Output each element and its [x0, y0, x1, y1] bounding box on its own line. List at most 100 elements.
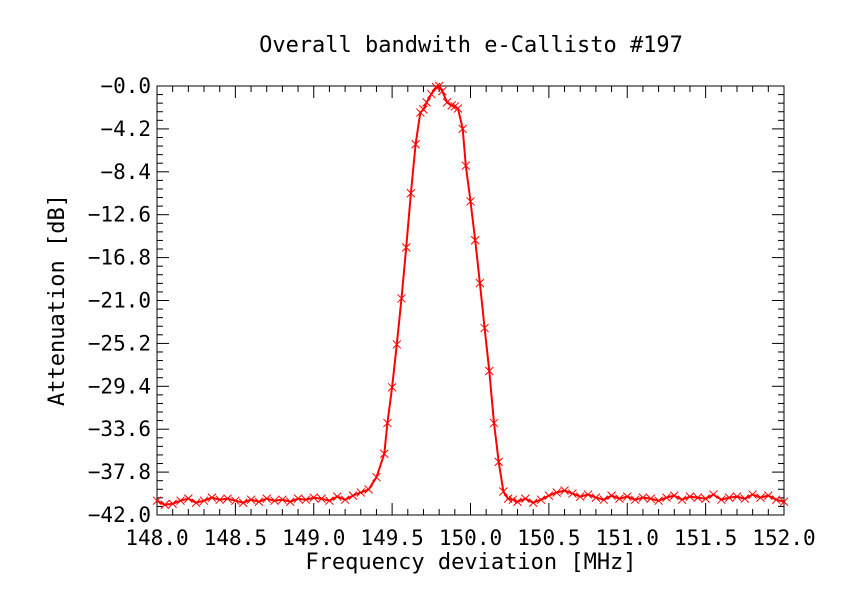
data-point [183, 494, 193, 504]
data-point [568, 489, 577, 498]
data-point [238, 498, 248, 508]
axis-ticks [156, 85, 785, 516]
data-point [397, 294, 406, 303]
x-tick-label: 149.5 [361, 526, 424, 550]
data-point [662, 493, 671, 502]
data-point [191, 498, 201, 508]
y-tick-labels: −0.0 −4.2 −8.4 −12.6 −16.8 −21.0 −25.2 −29.4 −33… [88, 74, 151, 527]
x-tick-label: 148.0 [125, 526, 188, 550]
data-point [583, 490, 593, 499]
data-point [215, 495, 225, 505]
data-point [383, 418, 392, 428]
data-point [494, 457, 504, 467]
data-point [763, 491, 773, 500]
data-point [379, 449, 389, 459]
data-point [301, 495, 311, 505]
data-point [484, 366, 494, 376]
data-point [560, 486, 569, 495]
x-tick-label: 149.0 [282, 526, 345, 550]
data-point [607, 491, 616, 500]
x-axis-label: Frequency deviation [MHz] [305, 550, 636, 575]
data-point [246, 495, 256, 505]
data-point [591, 493, 601, 502]
data-point [199, 496, 209, 506]
data-point [372, 472, 381, 482]
data-point [447, 101, 457, 110]
data-point [748, 490, 758, 499]
data-point [499, 487, 508, 496]
y-axis-label: Attenuation [dB] [45, 194, 70, 406]
x-tick-label: 150.0 [439, 526, 502, 550]
data-point [646, 494, 656, 504]
data-point [779, 497, 789, 507]
data-point [223, 494, 232, 504]
x-tick-label: 151.0 [596, 526, 659, 550]
data-point [270, 496, 279, 506]
data-point [701, 494, 710, 504]
data-point [325, 496, 334, 506]
data-point [771, 495, 781, 505]
y-tick-label: −37.8 [88, 460, 151, 484]
y-tick-label: −29.4 [88, 374, 151, 398]
data-point [470, 235, 480, 245]
data-point [630, 495, 640, 505]
data-point [685, 492, 695, 501]
data-point [262, 494, 272, 504]
y-tick-label: −16.8 [88, 246, 151, 270]
data-point [434, 81, 444, 91]
data-point [426, 89, 436, 99]
x-tick-label: 150.5 [517, 526, 580, 550]
data-point [340, 495, 350, 505]
data-point [461, 161, 471, 171]
data-point [654, 496, 663, 506]
data-point [364, 485, 373, 494]
data-point [348, 491, 358, 500]
data-point [442, 97, 452, 107]
series-group [152, 81, 789, 510]
data-point [332, 492, 342, 501]
data-point [387, 382, 397, 392]
data-point [231, 496, 240, 506]
data-point [285, 497, 295, 507]
chart-title: Overall bandwith e-Callisto #197 [259, 33, 683, 58]
data-point [732, 492, 742, 501]
data-point [152, 496, 162, 506]
data-point [309, 493, 319, 502]
data-point [160, 500, 170, 510]
data-point [480, 323, 489, 333]
data-point [599, 495, 609, 505]
data-point [552, 488, 562, 497]
data-point [401, 243, 411, 252]
data-point [544, 491, 554, 500]
y-tick-label: −33.6 [88, 417, 151, 441]
data-point [669, 491, 679, 500]
data-point [356, 488, 366, 497]
data-point [458, 124, 468, 134]
x-tick-labels: 148.0 148.5 149.0 149.5 150.0 150.5 151.0 151.5… [125, 526, 815, 550]
series-line [156, 84, 785, 506]
data-point [693, 493, 703, 502]
data-point [431, 82, 441, 92]
data-point [638, 493, 648, 502]
data-point [740, 494, 750, 504]
data-point [411, 139, 420, 149]
data-point [521, 494, 530, 504]
data-point [254, 497, 264, 507]
data-point [724, 493, 734, 502]
data-point [716, 495, 726, 505]
data-point [406, 188, 416, 198]
data-point [536, 495, 546, 505]
plot-frame [156, 85, 785, 516]
data-point [528, 498, 538, 508]
y-tick-label: −8.4 [100, 160, 151, 184]
x-tick-label: 148.5 [204, 526, 267, 550]
y-tick-label: −12.6 [88, 203, 151, 227]
data-point [709, 490, 718, 499]
data-point [278, 495, 287, 505]
y-tick-label: −42.0 [88, 503, 151, 527]
data-point [756, 493, 765, 502]
data-point [392, 340, 402, 349]
data-point [419, 105, 428, 114]
data-point [317, 494, 326, 504]
